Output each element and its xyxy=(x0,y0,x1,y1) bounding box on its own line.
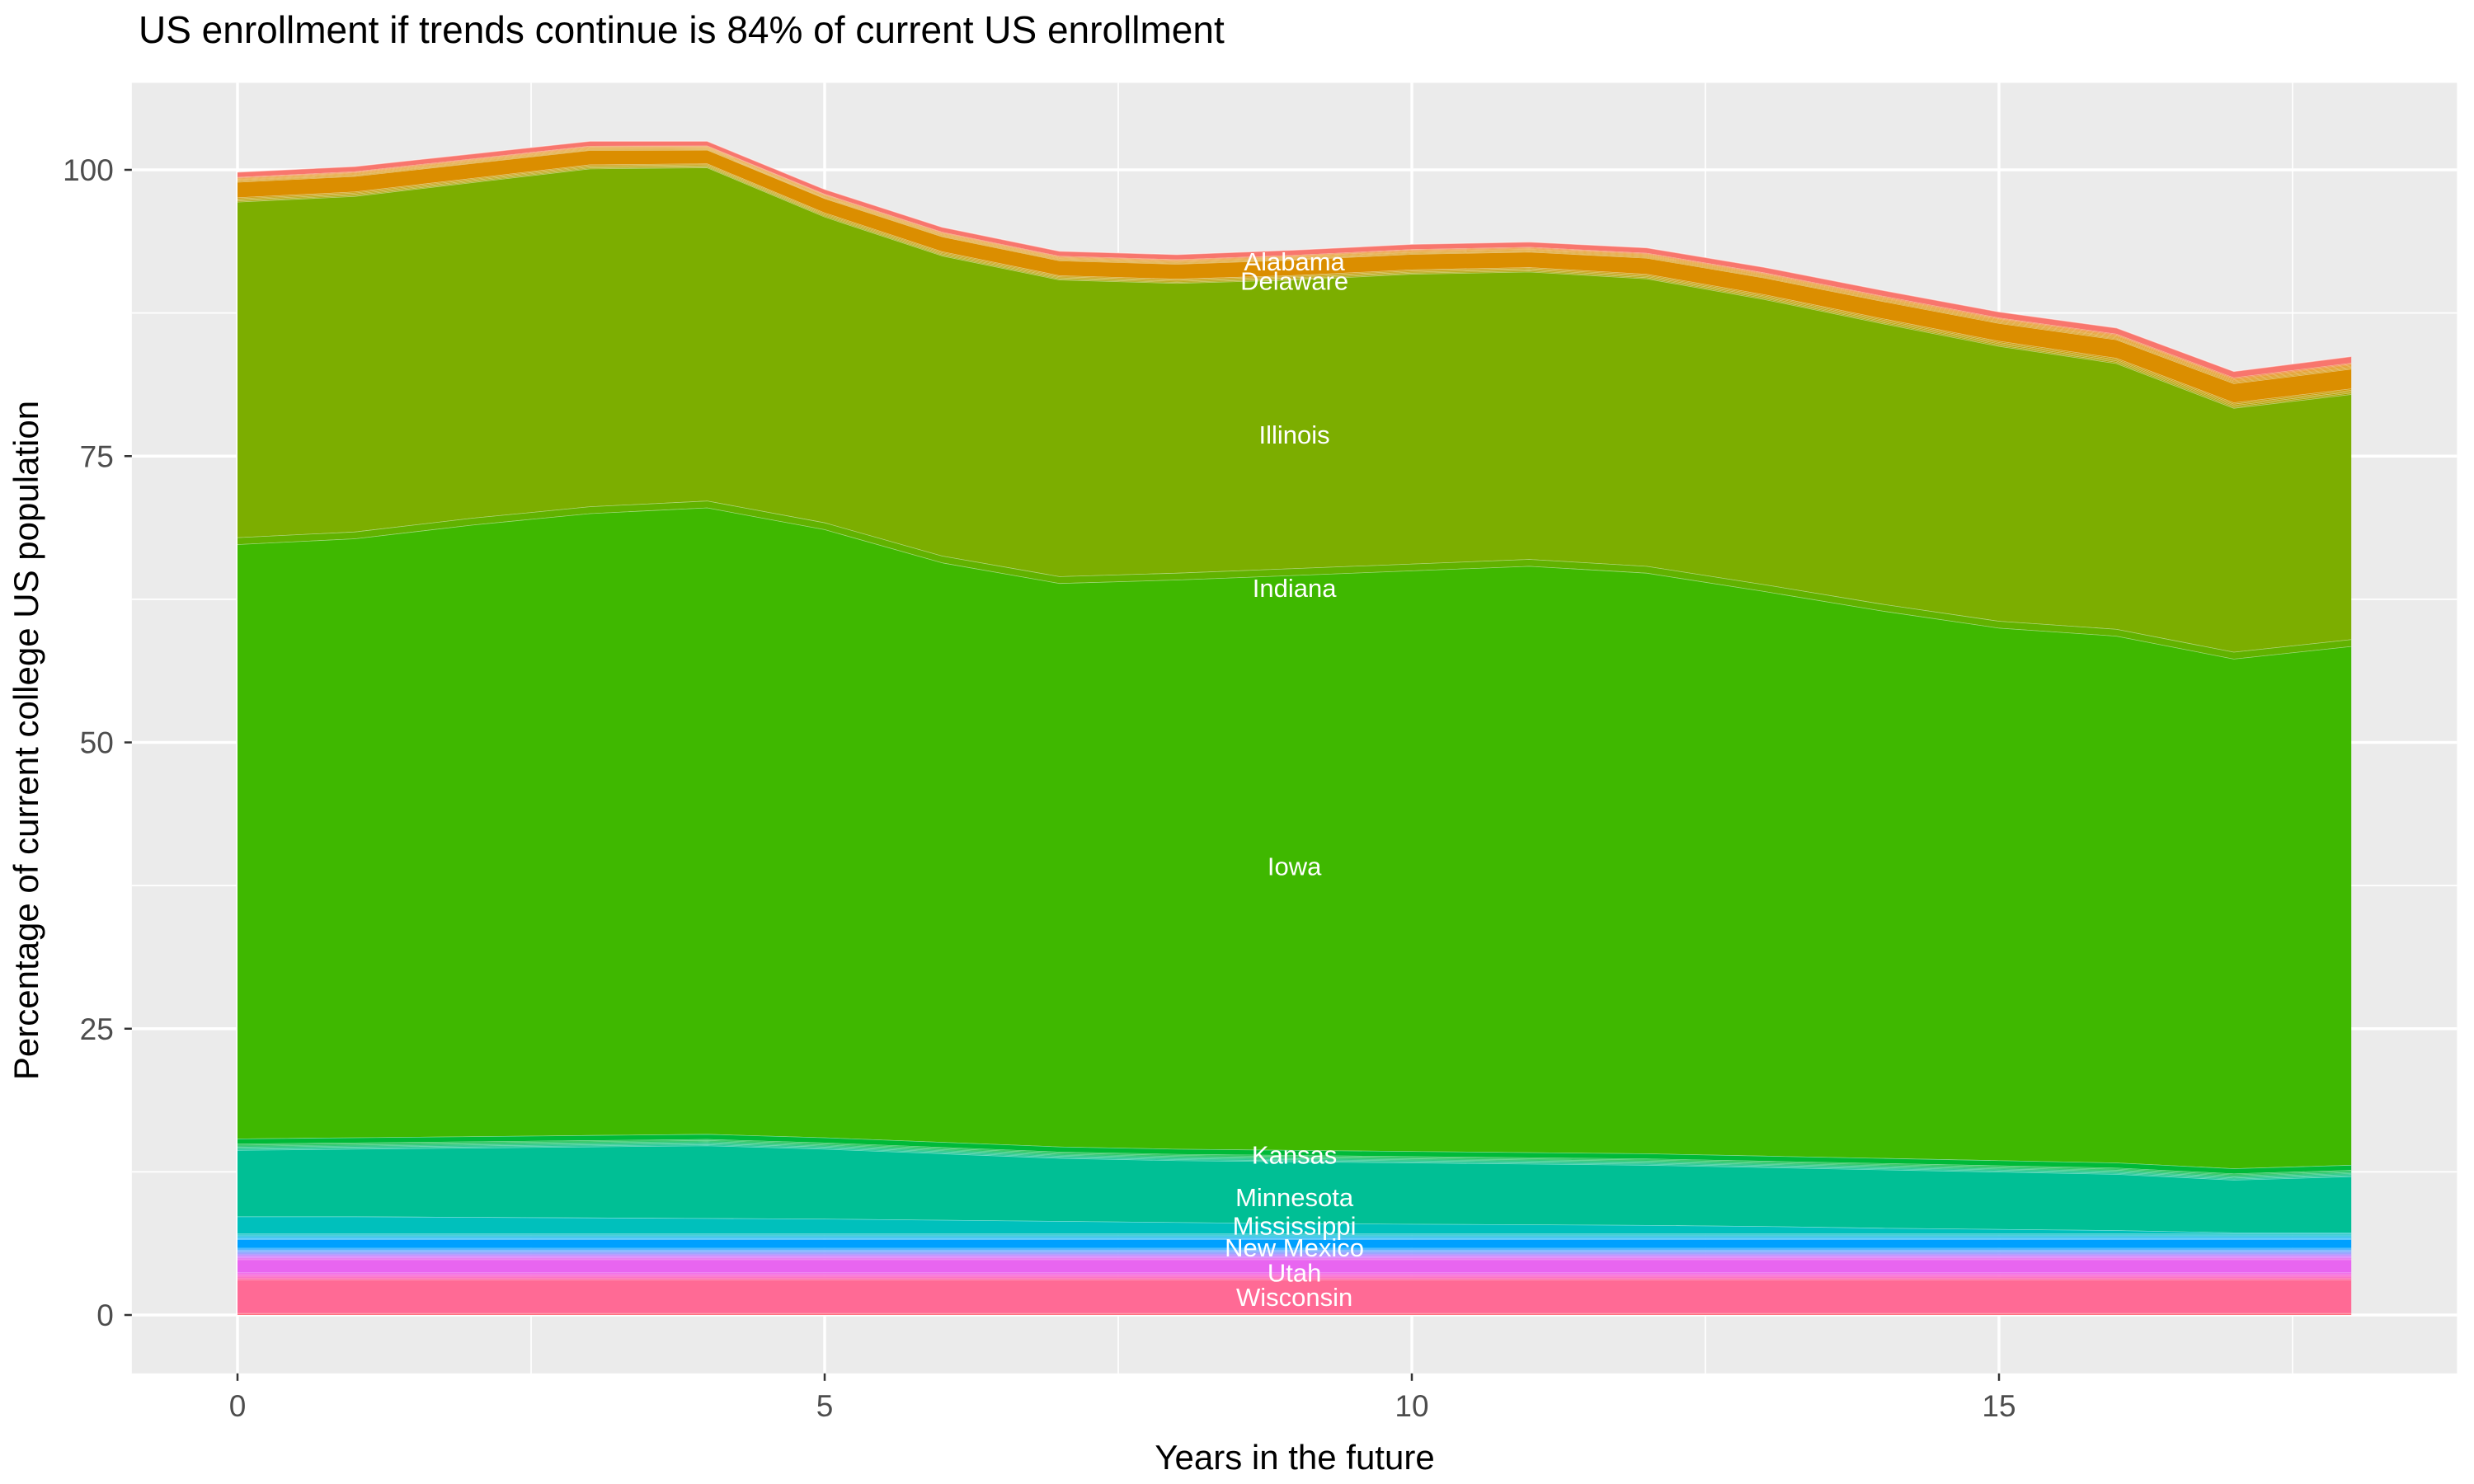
area-michigan-to-kentucky-3 xyxy=(238,1141,2352,1177)
area-border xyxy=(237,140,2352,373)
y-tick-label: 50 xyxy=(80,726,114,760)
stacked-areas xyxy=(237,140,2352,1315)
area-label-utah: Utah xyxy=(1268,1259,1321,1288)
area-delaware xyxy=(238,149,2352,403)
area-label-minnesota: Minnesota xyxy=(1235,1183,1354,1212)
area-label-mississippi: Mississippi xyxy=(1233,1212,1357,1241)
area-michigan-to-kentucky-1 xyxy=(238,1143,2352,1179)
area-label-wisconsin: Wisconsin xyxy=(1236,1283,1352,1312)
area-utah xyxy=(238,1259,2352,1273)
area-minnesota xyxy=(238,1145,2352,1233)
area-mississippi xyxy=(238,1216,2352,1234)
area-michigan-to-kentucky-2 xyxy=(238,1142,2352,1178)
area-kansas xyxy=(238,1134,2352,1174)
area-michigan-to-kentucky-0 xyxy=(238,1144,2352,1181)
y-tick-label: 0 xyxy=(96,1298,114,1332)
area-label-illinois: Illinois xyxy=(1259,420,1330,449)
area-illinois xyxy=(238,167,2352,652)
y-tick-label: 100 xyxy=(63,153,114,187)
axis-ticks xyxy=(124,168,2001,1381)
x-tick-label: 0 xyxy=(229,1389,247,1423)
y-tick-label: 75 xyxy=(80,439,114,473)
area-wisconsin xyxy=(238,1279,2352,1313)
area-new-mexico xyxy=(238,1239,2352,1248)
x-tick-label: 10 xyxy=(1395,1389,1428,1423)
area-label-iowa: Iowa xyxy=(1268,852,1322,881)
x-tick-label: 5 xyxy=(816,1389,834,1423)
area-iowa xyxy=(238,507,2352,1169)
page-title: US enrollment if trends continue is 84% … xyxy=(139,8,1225,51)
area-label-alabama: Alabama xyxy=(1244,247,1345,276)
area-label-new-mexico: New Mexico xyxy=(1225,1233,1364,1262)
area-michigan-to-kentucky-5 xyxy=(238,1139,2352,1175)
area-label-delaware: Delaware xyxy=(1240,267,1348,296)
y-axis-title: Percentage of current college US populat… xyxy=(7,401,45,1080)
x-tick-label: 15 xyxy=(1982,1389,2015,1423)
area-label-indiana: Indiana xyxy=(1253,574,1337,603)
area-michigan-to-kentucky-4 xyxy=(238,1140,2352,1176)
area-label-kansas: Kansas xyxy=(1252,1141,1337,1170)
y-tick-label: 25 xyxy=(80,1012,114,1046)
x-axis-title: Years in the future xyxy=(1155,1438,1434,1477)
axis-tick-labels: 0 5 10 15 0 25 50 75 100 xyxy=(63,153,2015,1423)
